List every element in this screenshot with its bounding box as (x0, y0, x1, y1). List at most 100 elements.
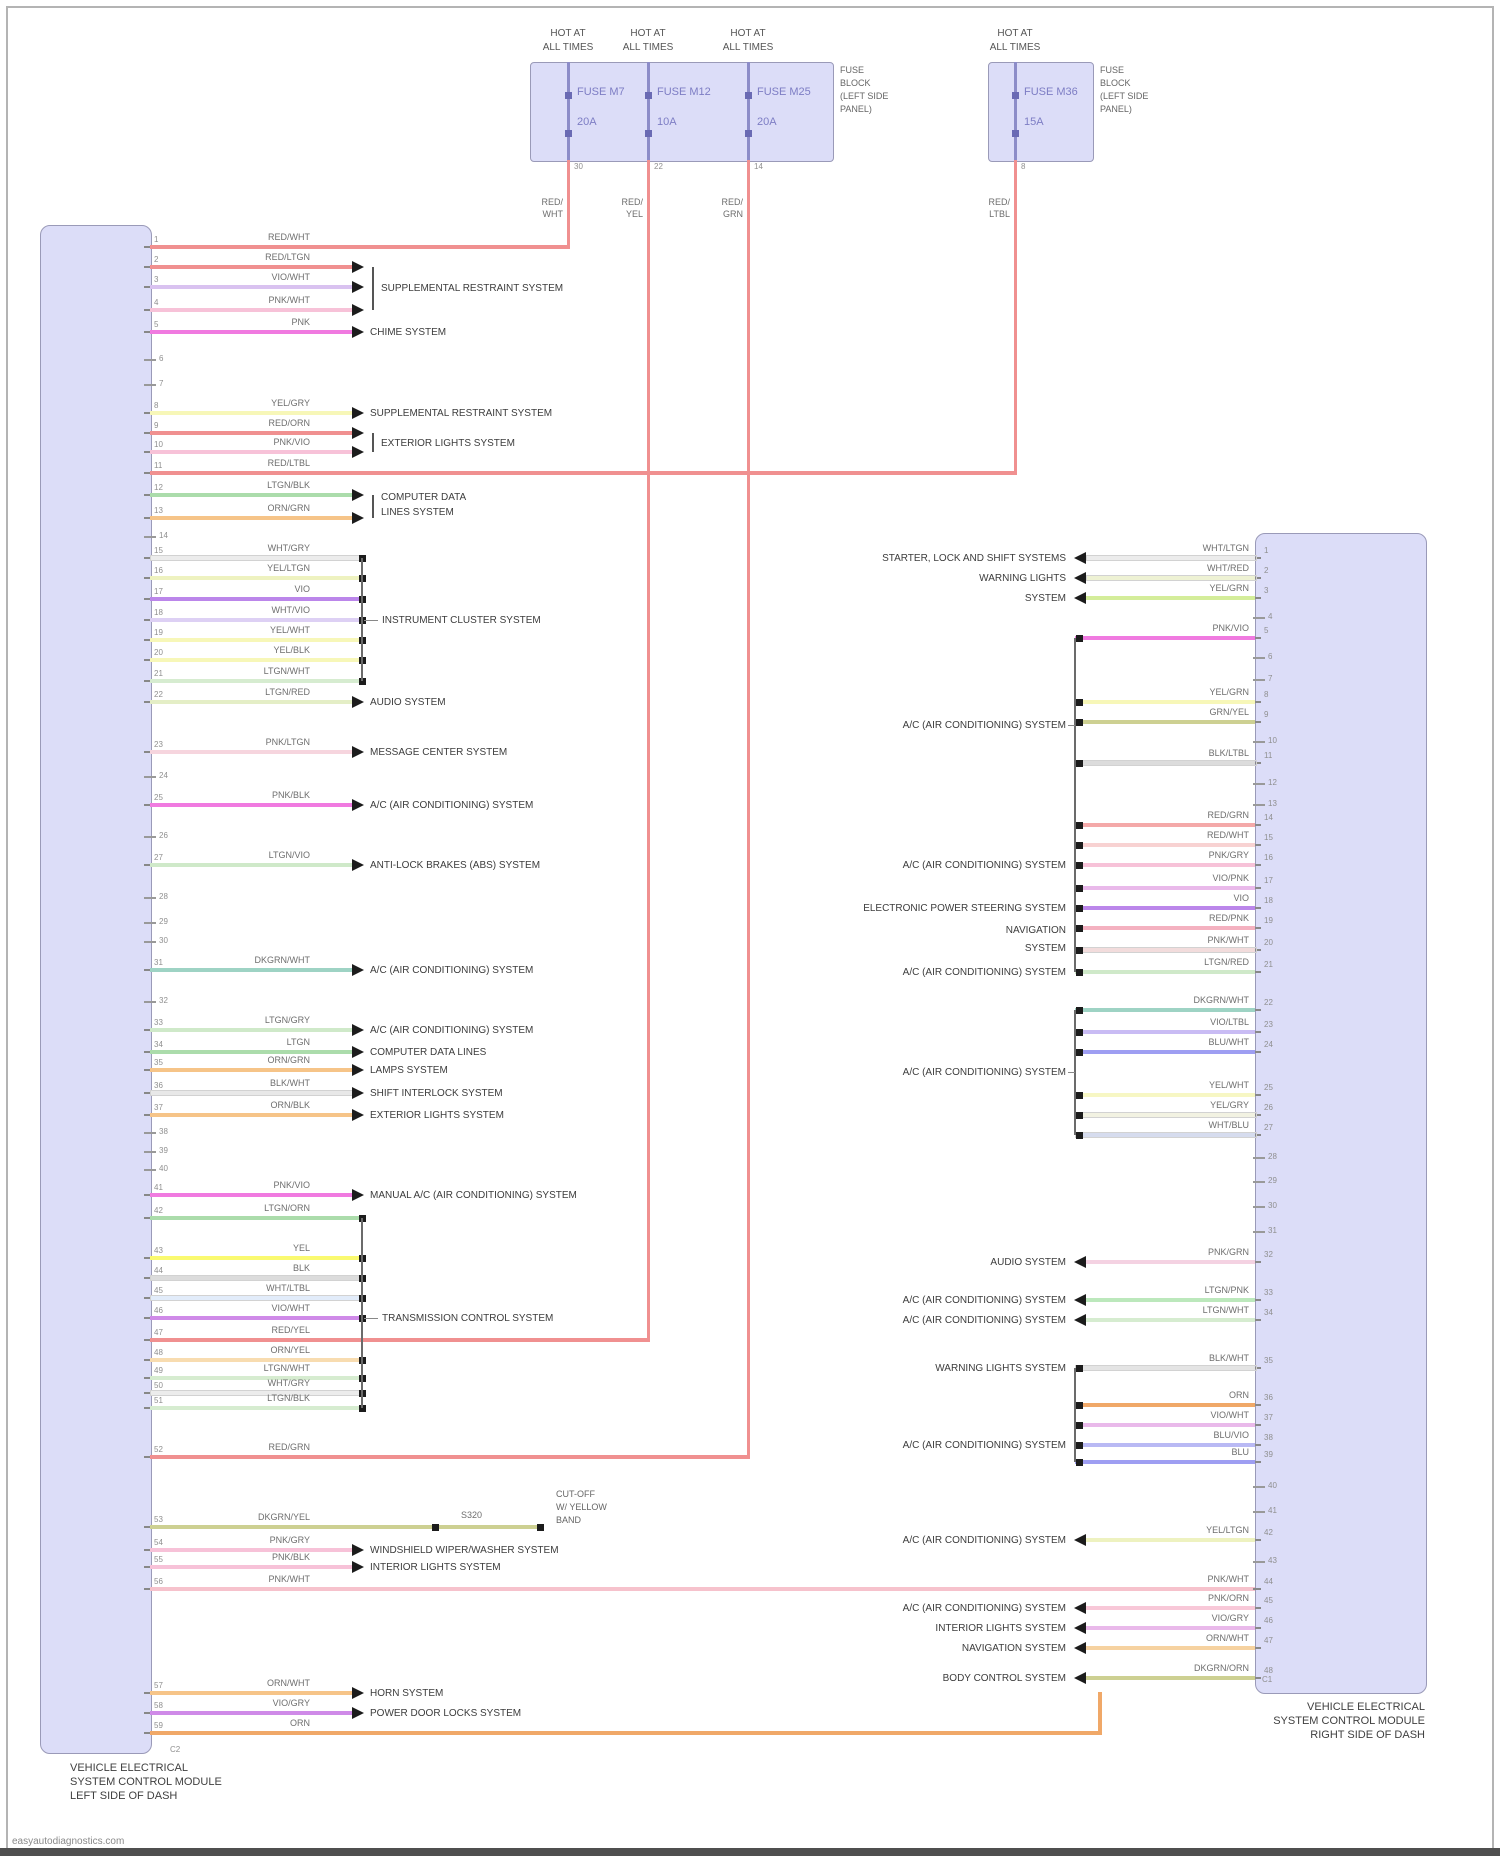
left-control-module (40, 225, 152, 1754)
pin-number: 29 (1268, 1176, 1277, 1185)
wire (150, 618, 362, 622)
wire (1086, 1676, 1255, 1680)
wire-outline (1086, 575, 1257, 581)
pin-tick (1253, 1677, 1261, 1679)
pin-tick (144, 701, 152, 703)
pin-tick (1253, 887, 1261, 889)
wire (1086, 1626, 1255, 1630)
pin-stub (144, 1132, 156, 1134)
wire-color-label: YEL/GRN (1209, 583, 1249, 593)
wire-outline (150, 1390, 364, 1396)
wire (150, 285, 353, 289)
watermark: easyautodiagnostics.com (12, 1836, 125, 1847)
pin-number: 13 (154, 506, 163, 515)
junction-square (1076, 1365, 1083, 1372)
wire-outline (1075, 760, 1257, 766)
wire (1075, 1030, 1255, 1034)
pin-stub (144, 922, 156, 924)
wire-color-label: PNK/WHT (1207, 1574, 1250, 1584)
system-label: NAVIGATION SYSTEM (961, 1643, 1066, 1654)
pin-tick (144, 1217, 152, 1219)
system-label: ELECTRONIC POWER STEERING SYSTEM (863, 903, 1066, 914)
hot-at-label: HOT AT (730, 28, 766, 39)
wire (1086, 596, 1255, 600)
pin-stub (144, 776, 156, 778)
pin-tick (144, 286, 152, 288)
wire (150, 1193, 353, 1197)
left-module-connector-tag: C2 (170, 1745, 181, 1754)
system-label: A/C (AIR CONDITIONING) SYSTEM (902, 1315, 1066, 1326)
wire (150, 1113, 353, 1117)
pin-tick (144, 969, 152, 971)
wire (1086, 556, 1255, 560)
arrow-left-icon (1074, 1602, 1086, 1614)
wire-color-label: PNK/BLK (271, 1552, 310, 1562)
wire (150, 1358, 362, 1362)
system-label: WARNING LIGHTS (979, 573, 1066, 584)
wire-color-label: LTGN/VIO (268, 850, 310, 860)
system-label: INTERIOR LIGHTS SYSTEM (935, 1623, 1066, 1634)
arrow-left-icon (1074, 1294, 1086, 1306)
wire (1086, 1298, 1255, 1302)
arrow-left-icon (1074, 1314, 1086, 1326)
pin-number: 1 (154, 235, 159, 244)
pin-tick (1253, 1404, 1261, 1406)
wire (150, 750, 353, 754)
wire-color-label: DKGRN/YEL (257, 1512, 310, 1522)
system-label: SYSTEM (1024, 593, 1066, 604)
fuse-pin-number: 8 (1021, 162, 1026, 171)
wire-color-label: ORN/YEL (270, 1345, 310, 1355)
pin-tick (1253, 1009, 1261, 1011)
pin-number: 15 (1264, 833, 1273, 842)
wire-color-label: DKGRN/ORN (1193, 1663, 1249, 1673)
pin-number: 21 (1264, 960, 1273, 969)
wire-color-label: RED/ORN (268, 418, 310, 428)
fuse-wire-label: YEL (625, 209, 643, 219)
pin-tick (1253, 1588, 1261, 1590)
system-label: WINDSHIELD WIPER/WASHER SYSTEM (370, 1545, 559, 1556)
wire-color-label: VIO/WHT (1210, 1410, 1250, 1420)
wire-color-label: RED/LTGN (265, 252, 310, 262)
pin-stub (144, 1169, 156, 1171)
pin-tick (144, 1377, 152, 1379)
wire (150, 638, 362, 642)
fuse-amps: 10A (657, 116, 677, 128)
pin-stub (144, 897, 156, 899)
pin-number: 25 (154, 793, 163, 802)
pin-number: 28 (1268, 1152, 1277, 1161)
fuse-wire-label: WHT (542, 209, 564, 219)
pin-tick (144, 472, 152, 474)
wire-outline (1075, 947, 1257, 953)
pin-number: 37 (154, 1103, 163, 1112)
wire-color-label: PNK/WHT (268, 295, 311, 305)
system-label: A/C (AIR CONDITIONING) SYSTEM (370, 1025, 534, 1036)
pin-tick (144, 331, 152, 333)
fuse-amps: 20A (577, 116, 597, 128)
wire-color-label: BLU (1231, 1447, 1249, 1457)
fuse-block-note: PANEL) (1100, 104, 1132, 114)
pin-number: 19 (1264, 916, 1273, 925)
arrow-right-icon (352, 1024, 364, 1036)
arrow-right-icon (352, 407, 364, 419)
pin-stub (144, 384, 156, 386)
wire-color-label: VIO/WHT (271, 272, 311, 282)
power-feed-wire (646, 160, 650, 1342)
pin-number: 25 (1264, 1083, 1273, 1092)
pin-number: 45 (154, 1286, 163, 1295)
fuse-terminal (745, 130, 752, 137)
pin-number: 23 (154, 740, 163, 749)
pin-stub (144, 1001, 156, 1003)
pin-stub (1253, 617, 1265, 619)
wire (150, 1316, 362, 1320)
pin-tick (1253, 1031, 1261, 1033)
wire (1075, 1133, 1255, 1137)
system-label: SUPPLEMENTAL RESTRAINT SYSTEM (381, 283, 564, 294)
wire-color-label: YEL/LTGN (1206, 1525, 1249, 1535)
system-label: LAMPS SYSTEM (370, 1065, 448, 1076)
wire-color-label: LTGN/BLK (267, 1393, 310, 1403)
pin-number: 59 (154, 1721, 163, 1730)
pin-tick (144, 1526, 152, 1528)
system-label: LINES SYSTEM (381, 507, 454, 518)
system-label: A/C (AIR CONDITIONING) SYSTEM (902, 1295, 1066, 1306)
system-label: EXTERIOR LIGHTS SYSTEM (381, 438, 515, 449)
